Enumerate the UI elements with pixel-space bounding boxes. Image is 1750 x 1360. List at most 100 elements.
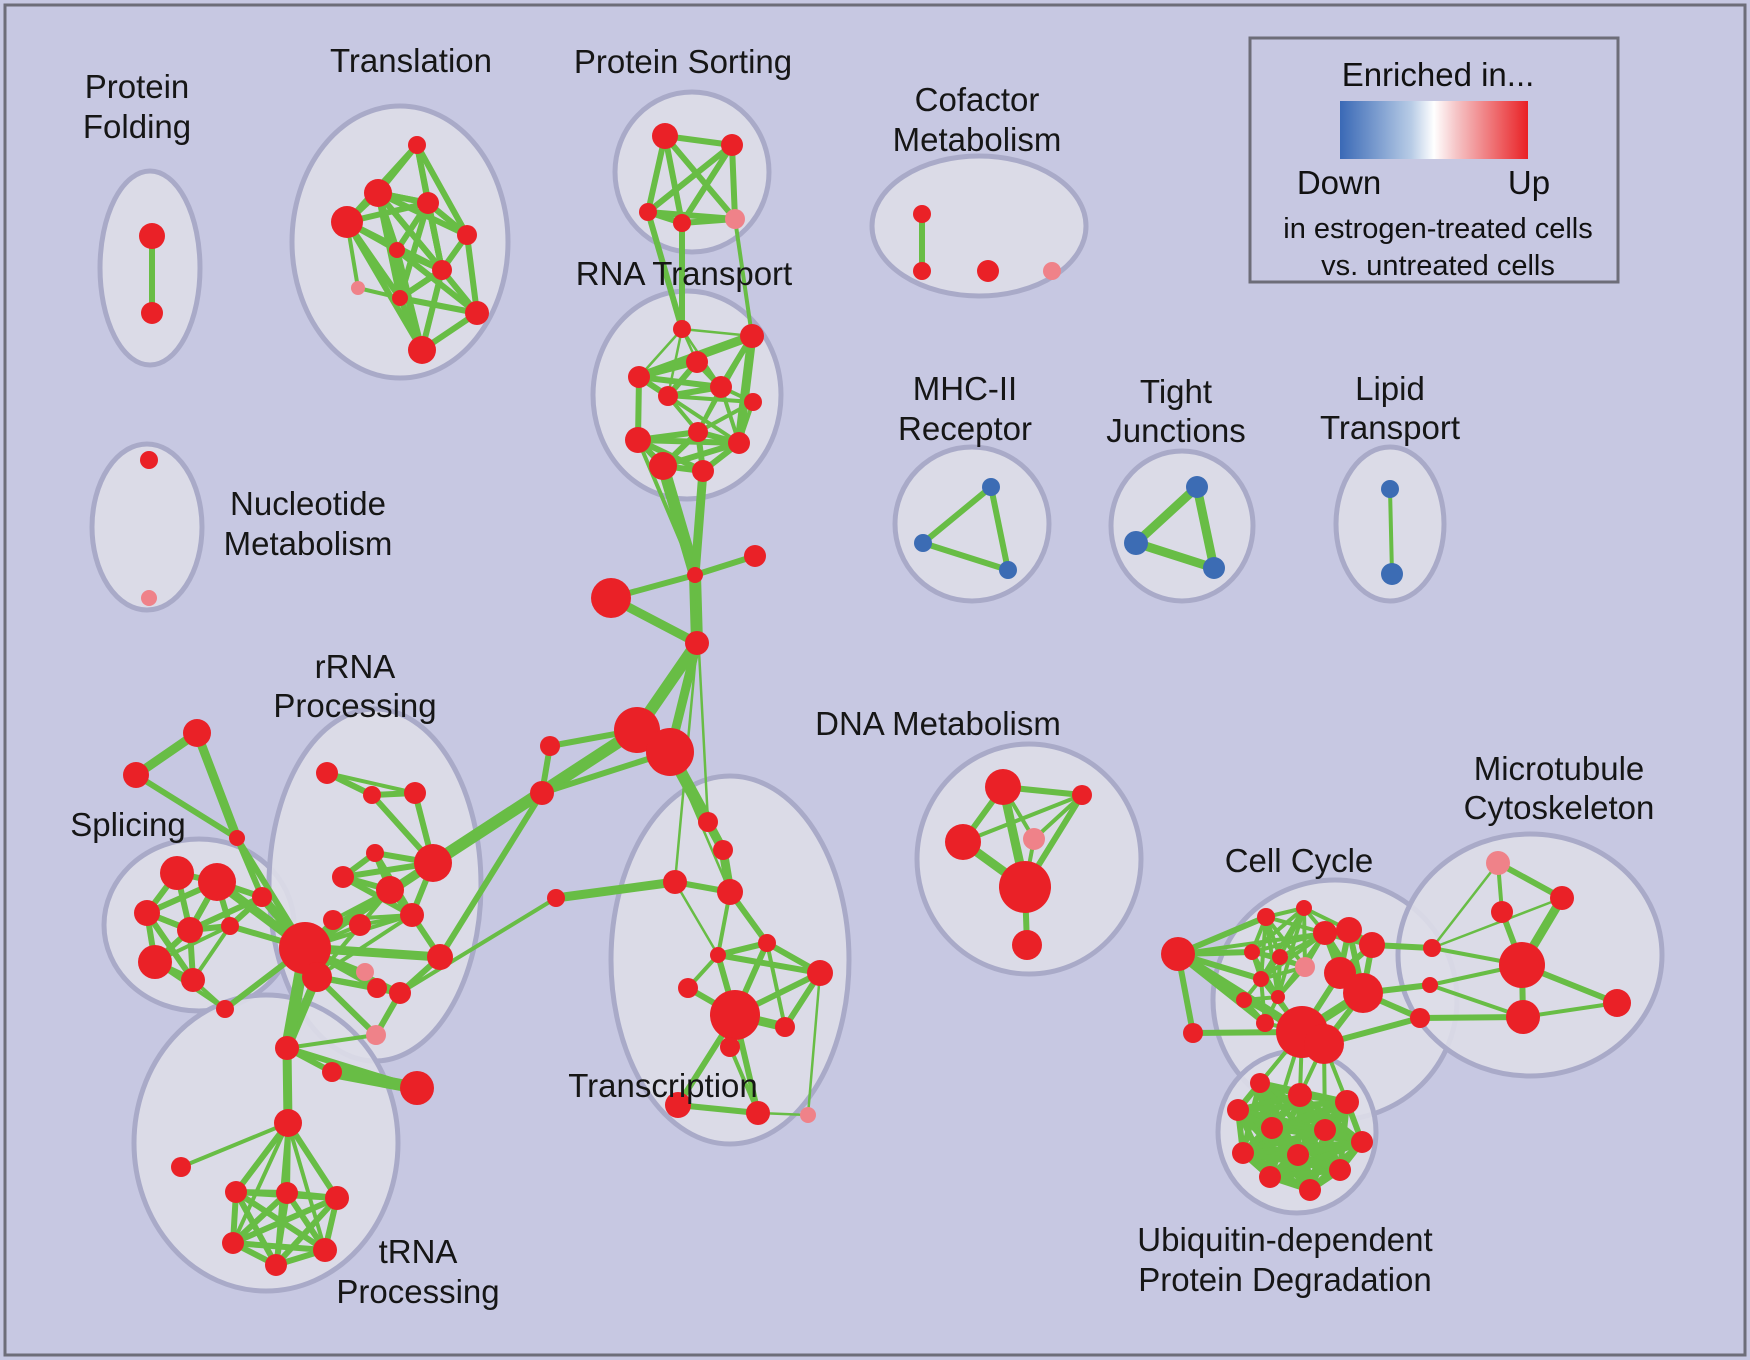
node-TJ2 [1124,531,1148,555]
edge-LT1-LT2 [1388,487,1394,576]
node-TL8 [351,281,365,295]
node-T1 [183,719,211,747]
edge-MT1-CN1 [1430,861,1500,950]
node-R7 [376,876,404,904]
edge-PS5-RT2 [733,217,754,338]
label-mhc-ii-receptor-line2: Receptor [898,410,1032,447]
node-CC17 [1183,1023,1203,1043]
node-CF4 [1043,262,1061,280]
node-CC3 [1244,944,1260,960]
cluster-mhc-ii-receptor [892,444,1052,604]
edge-PS3-RT1 [645,209,685,332]
nodes [123,123,1631,1276]
node-S5 [177,917,203,943]
node-CN3 [1410,1008,1430,1028]
node-TR5 [710,947,726,963]
legend-gradient-bar [1340,101,1528,159]
node-UB9 [1287,1144,1309,1166]
node-D1 [985,769,1021,805]
node-R2 [363,786,381,804]
node-MT6 [1603,989,1631,1017]
edge-PS2-PS5 [729,142,738,222]
edge-TR7-TR14 [806,971,822,1117]
node-TJ3 [1203,557,1225,579]
node-UB1 [1250,1073,1270,1093]
label-rrna-processing-line2: Processing [273,687,436,724]
node-TR2 [713,840,733,860]
node-TL10 [465,301,489,325]
node-RT9 [625,427,651,453]
node-UB2 [1288,1083,1312,1107]
node-R16 [389,982,411,1004]
node-R1 [316,762,338,784]
node-MT1 [1486,851,1510,875]
node-RT7 [744,393,762,411]
legend-down-label: Down [1297,164,1381,201]
edge-R20-R18 [284,1045,420,1091]
node-CC2 [1296,900,1312,916]
node-UB5 [1261,1117,1283,1139]
label-ubiquitin-degradation-line1: Ubiquitin-dependent [1137,1221,1432,1258]
edge-RT6-RT10 [666,394,741,445]
node-CC8 [1295,957,1315,977]
node-S7 [181,968,205,992]
node-TR13 [746,1101,770,1125]
label-rna-transport-line1: RNA Transport [576,255,792,292]
node-T3 [229,830,245,846]
edge-MH1-MH2 [920,484,994,546]
node-PS1 [652,123,678,149]
node-UB7 [1351,1131,1373,1153]
node-R18 [275,1036,299,1060]
node-CC7 [1359,932,1385,958]
node-CC10 [1236,992,1252,1008]
node-MH1 [982,478,1000,496]
node-S8 [216,1000,234,1018]
node-R20 [400,1071,434,1105]
edge-R17-HL2 [437,790,545,960]
node-RT6 [658,386,678,406]
node-X4 [222,1232,244,1254]
node-TL7 [432,260,452,280]
cluster-cofactor-metabolism [869,153,1089,299]
node-MH2 [914,534,932,552]
node-S2 [198,863,236,901]
node-R13 [302,962,332,992]
label-microtubule-cytoskeleton-line1: Microtubule [1474,750,1645,787]
node-TL4 [331,206,363,238]
node-TL2 [364,179,392,207]
edge-U1-X3 [285,1120,340,1201]
node-TR10 [775,1017,795,1037]
edge-X2-X4 [230,1190,290,1246]
node-TL6 [389,242,405,258]
edge-U1-X4 [231,1121,290,1245]
node-PS4 [673,214,691,232]
node-R10 [349,914,371,936]
edge-X4-X5 [230,1240,328,1253]
edge-R8-R11 [331,913,414,922]
node-C1 [687,567,703,583]
node-TR12 [665,1092,691,1118]
label-ubiquitin-degradation-line2: Protein Degradation [1138,1261,1432,1298]
node-R6 [332,866,354,888]
node-TR6 [758,934,776,952]
node-D2 [1072,785,1092,805]
edge-TL5-TL10 [464,232,480,316]
label-lipid-transport-line2: Transport [1320,409,1460,446]
label-lipid-transport-line1: Lipid [1355,370,1425,407]
node-R12 [279,922,331,974]
node-TR9 [710,990,760,1040]
edge-TR12-TR13 [675,1102,761,1116]
node-H2 [646,728,694,776]
node-R11 [323,910,343,930]
node-R5 [414,844,452,882]
node-CN1 [1423,939,1441,957]
edge-UB10-UB11 [1267,1167,1343,1180]
node-MT5 [1506,1000,1540,1034]
node-TJ1 [1186,476,1208,498]
edge-R19-R18 [285,1033,378,1050]
node-MT4 [1499,942,1545,988]
node-TR11 [720,1037,740,1057]
node-C4 [685,631,709,655]
node-R21 [322,1062,342,1082]
